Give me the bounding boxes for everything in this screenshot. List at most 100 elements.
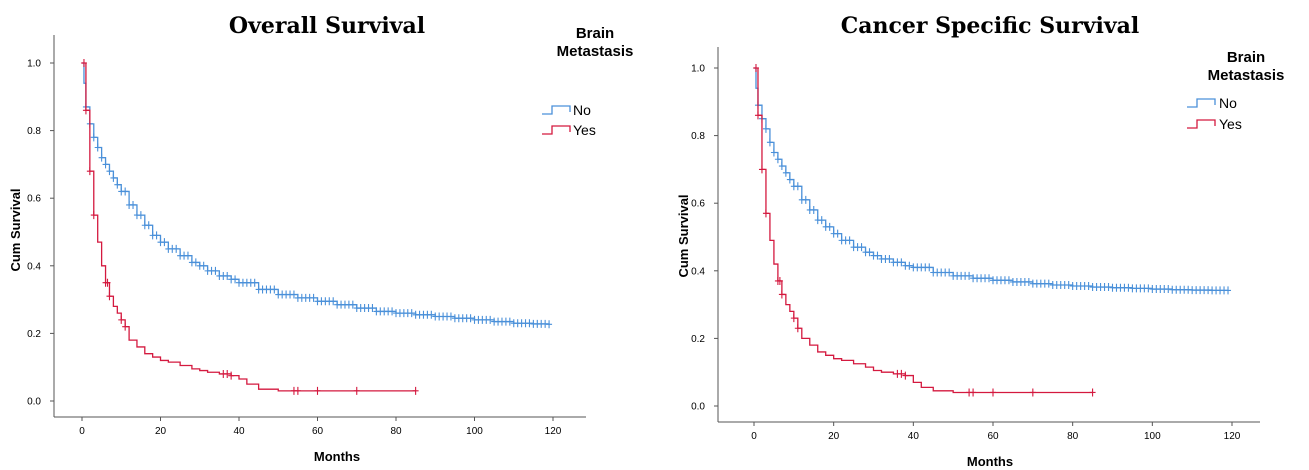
censor-mark-no bbox=[986, 274, 993, 283]
censor-mark-no bbox=[137, 211, 144, 220]
censor-mark-no bbox=[1005, 276, 1012, 285]
chart-title: Overall Survival bbox=[229, 13, 425, 39]
censor-mark-yes bbox=[790, 314, 797, 323]
censor-mark-no bbox=[428, 310, 435, 319]
legend-title: Brain bbox=[1227, 49, 1265, 66]
censor-mark-no bbox=[1165, 285, 1172, 294]
legend-label-yes: Yes bbox=[1219, 116, 1242, 132]
censor-mark-no bbox=[802, 195, 809, 204]
censor-mark-no bbox=[858, 243, 865, 252]
censor-mark-no bbox=[926, 263, 933, 272]
censor-mark-yes bbox=[122, 322, 129, 331]
x-tick-label: 60 bbox=[987, 431, 999, 442]
x-tick-label: 20 bbox=[828, 431, 840, 442]
censor-mark-no bbox=[526, 319, 533, 328]
legend-title-line2: Metastasis bbox=[557, 43, 634, 60]
censor-mark-no bbox=[90, 133, 97, 142]
legend-title: Brain bbox=[576, 25, 614, 42]
censor-mark-no bbox=[114, 180, 121, 189]
censor-mark-no bbox=[834, 229, 841, 238]
x-tick-label: 120 bbox=[1224, 431, 1241, 442]
censor-mark-no bbox=[810, 205, 817, 214]
censor-mark-yes bbox=[970, 388, 977, 397]
censor-mark-yes bbox=[778, 290, 785, 299]
legend-title-line2: Metastasis bbox=[1208, 67, 1285, 84]
censor-mark-no bbox=[546, 320, 553, 329]
censor-mark-no bbox=[1105, 283, 1112, 292]
x-tick-label: 40 bbox=[908, 431, 920, 442]
censor-mark-no bbox=[153, 231, 160, 240]
legend-swatch-no bbox=[542, 105, 571, 115]
censor-mark-no bbox=[232, 275, 239, 284]
y-axis-label: Cum Survival bbox=[676, 194, 691, 277]
y-tick-label: 0.0 bbox=[691, 402, 705, 413]
censor-mark-no bbox=[846, 236, 853, 245]
censor-mark-no bbox=[766, 138, 773, 147]
censor-mark-no bbox=[1065, 280, 1072, 289]
censor-mark-no bbox=[1025, 277, 1032, 286]
censor-mark-no bbox=[369, 304, 376, 313]
censor-mark-no bbox=[349, 300, 356, 309]
y-tick-label: 0.6 bbox=[27, 194, 41, 205]
legend-swatch-no bbox=[1187, 98, 1216, 108]
censor-mark-yes bbox=[90, 211, 97, 220]
censor-mark-no bbox=[408, 309, 415, 318]
censor-mark-yes bbox=[353, 386, 360, 395]
censor-mark-yes bbox=[758, 165, 765, 174]
censor-mark-no bbox=[145, 221, 152, 230]
censor-mark-yes bbox=[898, 369, 905, 378]
censor-mark-no bbox=[192, 258, 199, 267]
censor-mark-no bbox=[94, 143, 101, 152]
censor-mark-yes bbox=[1029, 388, 1036, 397]
censor-mark-no bbox=[330, 297, 337, 306]
censor-mark-yes bbox=[228, 371, 235, 380]
censor-mark-no bbox=[866, 248, 873, 257]
censor-mark-yes bbox=[224, 369, 231, 378]
censor-mark-no bbox=[106, 167, 113, 176]
censor-mark-no bbox=[786, 175, 793, 184]
censor-mark-yes bbox=[752, 64, 759, 72]
x-axis-label: Months bbox=[967, 454, 1013, 469]
x-tick-label: 80 bbox=[390, 426, 402, 437]
censor-mark-no bbox=[762, 124, 769, 133]
chart-panel-overall: Overall Survival Months Cum Survival Bra… bbox=[8, 13, 634, 464]
censor-mark-no bbox=[782, 168, 789, 177]
censor-mark-no bbox=[271, 285, 278, 294]
censor-mark-no bbox=[818, 216, 825, 225]
censor-mark-no bbox=[161, 238, 168, 247]
legend-swatch-yes bbox=[542, 125, 571, 135]
censor-mark-no bbox=[310, 293, 317, 302]
censor-mark-no bbox=[251, 278, 258, 287]
legend-label-no: No bbox=[1219, 95, 1237, 111]
censor-mark-no bbox=[184, 251, 191, 260]
censor-mark-no bbox=[506, 317, 513, 326]
censor-mark-yes bbox=[776, 276, 783, 285]
censor-mark-no bbox=[794, 182, 801, 191]
y-tick-label: 0.6 bbox=[691, 199, 705, 210]
censor-mark-yes bbox=[762, 209, 769, 218]
x-axis-label: Months bbox=[314, 449, 360, 464]
censor-mark-no bbox=[389, 307, 396, 316]
censor-mark-no bbox=[966, 271, 973, 280]
x-tick-label: 20 bbox=[155, 426, 167, 437]
censor-mark-yes bbox=[86, 167, 93, 176]
censor-mark-no bbox=[290, 290, 297, 299]
x-tick-label: 60 bbox=[312, 426, 324, 437]
km-curve-yes bbox=[82, 62, 416, 392]
censor-mark-no bbox=[487, 315, 494, 324]
censor-mark-yes bbox=[118, 315, 125, 324]
censor-mark-no bbox=[110, 173, 117, 182]
censor-mark-yes bbox=[794, 324, 801, 333]
censor-mark-no bbox=[886, 254, 893, 263]
censor-mark-no bbox=[1225, 286, 1232, 295]
censor-mark-yes bbox=[294, 386, 301, 395]
censor-mark-no bbox=[130, 200, 137, 209]
chart-title: Cancer Specific Survival bbox=[841, 13, 1139, 39]
censor-mark-no bbox=[770, 148, 777, 157]
censor-mark-no bbox=[212, 266, 219, 275]
censor-mark-no bbox=[1145, 284, 1152, 293]
censor-mark-no bbox=[826, 222, 833, 231]
x-tick-label: 0 bbox=[751, 431, 757, 442]
censor-mark-yes bbox=[902, 371, 909, 380]
censor-mark-no bbox=[1085, 282, 1092, 291]
